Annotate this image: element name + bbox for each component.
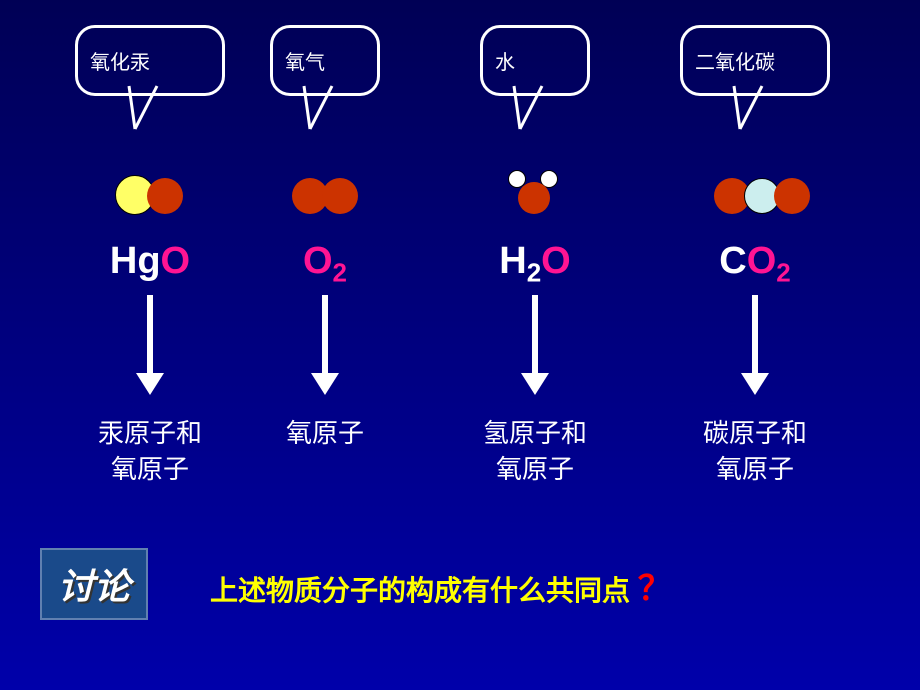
arrow-head bbox=[136, 373, 164, 395]
atoms-description: 碳原子和氧原子 bbox=[670, 415, 840, 488]
formula-part: 2 bbox=[776, 258, 790, 288]
formula-part: 2 bbox=[333, 258, 347, 288]
formula-part: O bbox=[747, 240, 777, 282]
speech-bubble: 水 bbox=[480, 25, 590, 96]
bubble-tail-icon bbox=[123, 84, 163, 134]
formula-part: 2 bbox=[527, 258, 541, 288]
formula-part: Hg bbox=[110, 240, 161, 282]
bubble-label: 氧化汞 bbox=[90, 52, 150, 74]
formula-part: H bbox=[499, 240, 526, 282]
chemical-formula: H2O bbox=[480, 240, 590, 289]
discussion-label: 讨论 bbox=[58, 566, 130, 607]
atoms-description: 氢原子和氧原子 bbox=[470, 415, 600, 488]
chemical-formula: CO2 bbox=[680, 240, 830, 289]
atom-circle bbox=[518, 182, 550, 214]
molecule-viz bbox=[730, 170, 780, 220]
question-mark: ？ bbox=[638, 570, 672, 608]
arrow-shaft bbox=[322, 295, 328, 375]
discussion-badge: 讨论 bbox=[40, 548, 148, 620]
bubble-tail-icon bbox=[728, 84, 768, 134]
speech-bubble: 二氧化碳 bbox=[680, 25, 830, 96]
arrow-shaft bbox=[532, 295, 538, 375]
atom-circle bbox=[774, 178, 810, 214]
molecule-viz bbox=[125, 170, 175, 220]
molecule-viz bbox=[300, 170, 350, 220]
atoms-description: 氧原子 bbox=[260, 415, 390, 451]
arrow-head bbox=[311, 373, 339, 395]
formula-part: O bbox=[161, 240, 191, 282]
molecule-viz bbox=[510, 170, 560, 220]
question-body: 上述物质分子的构成有什么共同点 bbox=[210, 575, 630, 606]
formula-part: C bbox=[719, 240, 746, 282]
formula-part: O bbox=[303, 240, 333, 282]
speech-bubble: 氧化汞 bbox=[75, 25, 225, 96]
atom-circle bbox=[322, 178, 358, 214]
speech-bubble: 氧气 bbox=[270, 25, 380, 96]
arrow-shaft bbox=[147, 295, 153, 375]
arrow-head bbox=[521, 373, 549, 395]
question-text: 上述物质分子的构成有什么共同点 ？ bbox=[210, 561, 672, 610]
arrow-down-icon bbox=[521, 295, 549, 395]
atom-circle bbox=[147, 178, 183, 214]
arrow-down-icon bbox=[741, 295, 769, 395]
bubble-label: 水 bbox=[495, 52, 515, 74]
bubble-tail-icon bbox=[298, 84, 338, 134]
chemical-formula: HgO bbox=[75, 240, 225, 283]
chemical-formula: O2 bbox=[270, 240, 380, 289]
atoms-description: 汞原子和氧原子 bbox=[65, 415, 235, 488]
arrow-head bbox=[741, 373, 769, 395]
arrow-down-icon bbox=[136, 295, 164, 395]
bubble-label: 氧气 bbox=[285, 52, 325, 74]
arrow-down-icon bbox=[311, 295, 339, 395]
formula-part: O bbox=[541, 240, 571, 282]
arrow-shaft bbox=[752, 295, 758, 375]
bubble-tail-icon bbox=[508, 84, 548, 134]
bubble-label: 二氧化碳 bbox=[695, 52, 775, 74]
